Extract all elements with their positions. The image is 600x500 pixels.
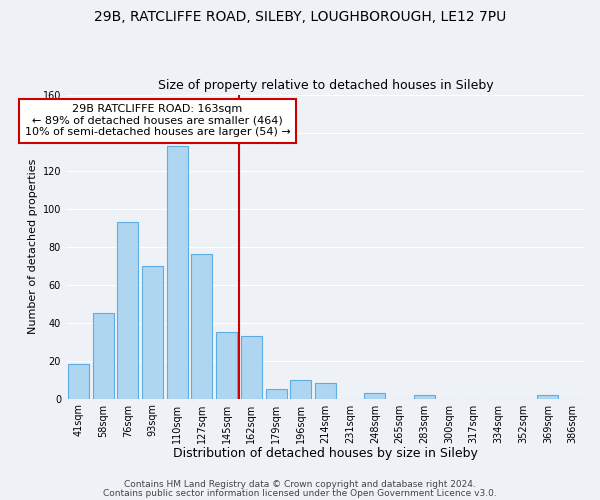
Text: 29B RATCLIFFE ROAD: 163sqm
← 89% of detached houses are smaller (464)
10% of sem: 29B RATCLIFFE ROAD: 163sqm ← 89% of deta… (25, 104, 290, 138)
Bar (266, 389, 287, 398)
Bar (290, 380, 311, 398)
Bar (68, 364, 89, 398)
Bar (538, 395, 559, 398)
Bar (315, 384, 336, 398)
Bar (167, 146, 188, 399)
Bar (216, 332, 237, 398)
Bar (241, 336, 262, 398)
Bar (117, 222, 138, 398)
X-axis label: Distribution of detached houses by size in Sileby: Distribution of detached houses by size … (173, 447, 478, 460)
Bar (414, 395, 435, 398)
Bar (92, 313, 113, 398)
Bar (142, 266, 163, 398)
Title: Size of property relative to detached houses in Sileby: Size of property relative to detached ho… (158, 79, 493, 92)
Text: Contains HM Land Registry data © Crown copyright and database right 2024.: Contains HM Land Registry data © Crown c… (124, 480, 476, 489)
Bar (191, 254, 212, 398)
Text: 29B, RATCLIFFE ROAD, SILEBY, LOUGHBOROUGH, LE12 7PU: 29B, RATCLIFFE ROAD, SILEBY, LOUGHBOROUG… (94, 10, 506, 24)
Bar (364, 393, 385, 398)
Y-axis label: Number of detached properties: Number of detached properties (28, 159, 38, 334)
Text: Contains public sector information licensed under the Open Government Licence v3: Contains public sector information licen… (103, 488, 497, 498)
